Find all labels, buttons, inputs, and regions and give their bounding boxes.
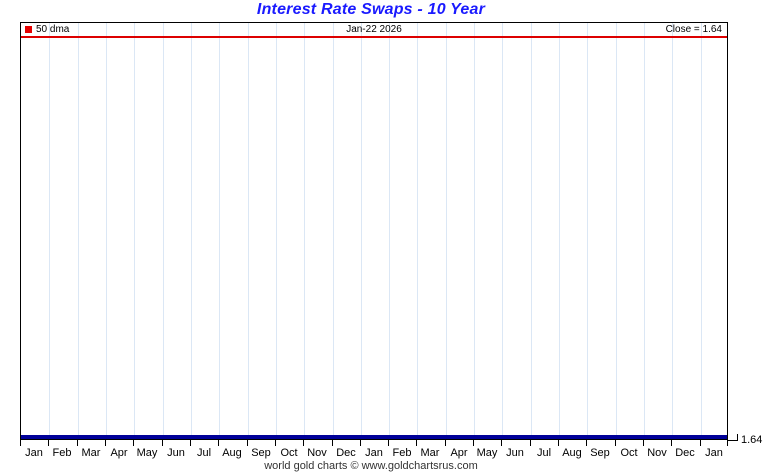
x-axis-tick bbox=[700, 440, 701, 446]
series-line-close bbox=[21, 435, 727, 439]
x-axis-tick bbox=[360, 440, 361, 446]
x-axis-tick bbox=[586, 440, 587, 446]
x-axis-month-label: Oct bbox=[280, 447, 298, 459]
chart-close-value: Close = 1.64 bbox=[665, 24, 722, 35]
x-axis-month-label: Oct bbox=[620, 447, 638, 459]
gridline bbox=[304, 23, 305, 439]
gridline bbox=[106, 23, 107, 439]
gridline bbox=[219, 23, 220, 439]
gridline bbox=[446, 23, 447, 439]
x-axis-month-label: Feb bbox=[52, 447, 72, 459]
x-axis-tick bbox=[445, 440, 446, 446]
x-axis-tick bbox=[416, 440, 417, 446]
series-line-50-dma bbox=[21, 36, 727, 38]
x-axis-month-label: Mar bbox=[420, 447, 440, 459]
x-axis-month-label: Feb bbox=[392, 447, 412, 459]
gridline bbox=[361, 23, 362, 439]
x-axis-tick bbox=[643, 440, 644, 446]
x-axis-labels: Jan Feb Mar Apr May Jun Jul Aug Sep Oct Nov Dec Jan F… bbox=[20, 446, 728, 461]
x-axis-tick bbox=[162, 440, 163, 446]
x-axis-month-label: Dec bbox=[675, 447, 695, 459]
x-axis-tick bbox=[615, 440, 616, 446]
x-axis-tick bbox=[190, 440, 191, 446]
gridline bbox=[276, 23, 277, 439]
chart-date-label: Jan-22 2026 bbox=[346, 24, 402, 35]
x-axis-tick bbox=[727, 440, 728, 446]
gridline bbox=[134, 23, 135, 439]
legend-swatch-icon bbox=[25, 26, 32, 33]
x-axis-tick bbox=[20, 440, 21, 446]
x-axis-tick bbox=[218, 440, 219, 446]
x-axis-month-label: Mar bbox=[81, 447, 101, 459]
gridline bbox=[191, 23, 192, 439]
gridline bbox=[502, 23, 503, 439]
x-axis-tick bbox=[133, 440, 134, 446]
x-axis-month-label: Sep bbox=[590, 447, 610, 459]
x-axis-month-label: Apr bbox=[110, 447, 128, 459]
gridline bbox=[474, 23, 475, 439]
x-axis-tick bbox=[558, 440, 559, 446]
gridline bbox=[49, 23, 50, 439]
x-axis-month-label: Nov bbox=[647, 447, 667, 459]
x-axis-month-label: Jan bbox=[705, 447, 723, 459]
x-axis-tick bbox=[48, 440, 49, 446]
x-axis-tick bbox=[388, 440, 389, 446]
gridline bbox=[389, 23, 390, 439]
x-axis-month-label: Dec bbox=[336, 447, 356, 459]
gridline bbox=[163, 23, 164, 439]
gridline bbox=[559, 23, 560, 439]
chart-plot-area: 50 dma Jan-22 2026 Close = 1.64 bbox=[20, 22, 728, 440]
x-axis-tick bbox=[275, 440, 276, 446]
x-axis-month-label: Jun bbox=[167, 447, 185, 459]
x-axis-tick bbox=[473, 440, 474, 446]
gridline bbox=[531, 23, 532, 439]
gridline bbox=[701, 23, 702, 439]
x-axis-tick bbox=[332, 440, 333, 446]
x-axis-tick bbox=[77, 440, 78, 446]
x-axis-month-label: May bbox=[476, 447, 498, 459]
x-axis-month-label: Jun bbox=[506, 447, 524, 459]
vertical-gridlines bbox=[21, 23, 727, 439]
x-axis-tick bbox=[303, 440, 304, 446]
x-axis-month-label: Aug bbox=[222, 447, 242, 459]
page-title: Interest Rate Swaps - 10 Year bbox=[256, 1, 486, 18]
x-axis-month-label: Aug bbox=[562, 447, 582, 459]
x-axis-month-label: Nov bbox=[307, 447, 327, 459]
x-axis-month-label: Jan bbox=[365, 447, 383, 459]
chart-header-strip: 50 dma Jan-22 2026 Close = 1.64 bbox=[21, 23, 727, 36]
x-axis-month-label: Jan bbox=[25, 447, 43, 459]
x-axis-tick bbox=[105, 440, 106, 446]
legend: 50 dma bbox=[25, 23, 69, 36]
x-axis-tick bbox=[501, 440, 502, 446]
x-axis-month-label: Sep bbox=[251, 447, 271, 459]
x-axis-tick bbox=[671, 440, 672, 446]
gridline bbox=[672, 23, 673, 439]
y-axis-tick-stem bbox=[737, 434, 738, 441]
x-axis-ticks bbox=[20, 440, 728, 446]
gridline bbox=[78, 23, 79, 439]
footer-attribution: world gold charts © www.goldchartsrus.co… bbox=[264, 460, 478, 472]
x-axis-tick bbox=[247, 440, 248, 446]
gridline bbox=[417, 23, 418, 439]
gridline bbox=[644, 23, 645, 439]
gridline bbox=[248, 23, 249, 439]
y-axis-value-label: 1.64 bbox=[741, 434, 763, 446]
gridline bbox=[333, 23, 334, 439]
x-axis-month-label: May bbox=[136, 447, 158, 459]
y-axis-tick bbox=[728, 440, 737, 441]
x-axis-month-label: Jul bbox=[196, 447, 212, 459]
gridline bbox=[587, 23, 588, 439]
x-axis-month-label: Jul bbox=[536, 447, 552, 459]
gridline bbox=[616, 23, 617, 439]
legend-label-50-dma: 50 dma bbox=[36, 24, 70, 35]
x-axis-tick bbox=[530, 440, 531, 446]
x-axis-month-label: Apr bbox=[450, 447, 468, 459]
